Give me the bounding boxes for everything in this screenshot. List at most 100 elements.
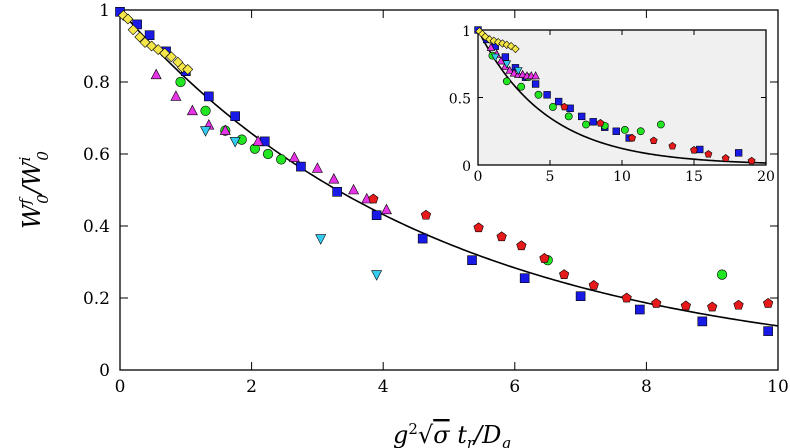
main-point-pentagon [733,299,744,310]
main-point-diamond [165,51,177,63]
main-x-axis-label: g2√σ tr/Dq [393,420,511,448]
inset-point-pentagon [668,141,677,150]
main-point-triangle-up [186,104,198,116]
inset-point-circle [517,82,526,91]
main-point-square [635,304,645,315]
main-point-square [519,273,530,284]
main-point-triangle-down [315,234,327,245]
inset-fit-curve [478,30,766,164]
inset-point-square [578,112,586,121]
inset-point-circle [620,125,629,134]
main-point-square [332,187,342,197]
inset-point-pentagon [747,156,756,165]
main-point-triangle-up [311,162,323,173]
main-y-tick-label: 0.8 [83,73,110,93]
inset-point-circle [502,77,511,86]
inset-series-pentagon [560,102,756,165]
inset-plot: 0 5 10 15 20 0 0.5 1 [449,24,775,185]
main-point-diamond [134,31,146,43]
main-series-triangle-down [200,126,383,281]
main-point-square [204,91,214,102]
main-point-pentagon [588,280,599,290]
inset-y-tick-label: 1 [462,24,471,40]
main-point-triangle-down [371,270,383,281]
inset-point-circle [564,112,573,121]
main-point-diamond [182,63,194,75]
main-point-triangle-up [380,203,392,215]
inset-point-triangle-up [505,65,514,74]
inset-point-pentagon [596,119,605,127]
inset-point-circle [636,127,645,136]
main-point-diamond [122,13,134,25]
main-series-diamond [117,9,194,75]
inset-point-circle [582,120,590,129]
inset-point-diamond [511,44,520,54]
main-y-tick-label: 0.6 [83,145,110,165]
main-point-circle [262,148,274,160]
inset-point-triangle-up [531,71,540,80]
main-point-square [371,210,382,220]
inset-point-pentagon [628,133,637,142]
main-point-square [697,316,708,327]
main-point-pentagon [763,298,774,308]
main-point-pentagon [473,222,484,233]
inset-point-square [501,53,510,61]
main-fit-curve [120,10,778,327]
main-point-square [467,255,477,265]
inset-point-square [554,97,563,106]
main-point-triangle-down [200,126,212,137]
main-x-tick-label: 2 [246,377,257,397]
inset-point-pentagon [690,146,698,154]
main-point-pentagon [496,231,507,242]
main-point-pentagon [621,292,632,303]
main-point-pentagon [707,301,718,312]
main-x-tick-label: 6 [509,377,520,397]
inset-point-pentagon [704,150,713,158]
main-point-triangle-up [328,173,340,184]
inset-y-tick-label: 0.5 [449,92,471,108]
inset-point-triangle-down [514,67,523,76]
inset-x-tick-label: 20 [757,169,775,185]
main-point-square [230,111,240,121]
main-y-axis-label: Wf0/Wi0 [16,151,52,229]
main-point-pentagon [420,209,432,220]
main-point-square [575,291,586,302]
inset-point-square [531,80,540,88]
inset-point-circle [656,120,665,129]
inset-point-square [543,91,551,99]
main-point-triangle-up [288,151,300,162]
main-point-circle [276,154,287,165]
inset-y-tick-label: 0 [462,159,471,175]
main-point-circle [175,76,186,88]
inset-point-circle [548,103,557,111]
main-x-tick-label: 8 [641,377,652,397]
main-point-pentagon [559,269,570,279]
main-point-pentagon [368,193,379,204]
main-series-pentagon [368,193,774,312]
main-x-tick-label: 10 [767,377,789,397]
inset-point-square [589,118,597,126]
main-point-diamond [127,24,139,36]
main-point-pentagon [651,298,662,308]
inset-point-triangle-down [502,60,512,69]
main-point-pentagon [680,300,691,311]
inset-x-tick-label: 10 [613,169,631,185]
main-point-triangle-up [150,68,162,80]
inset-point-pentagon [560,102,569,111]
main-point-triangle-up [348,183,360,195]
main-point-triangle-up [170,90,182,101]
inset-point-square [734,149,743,157]
main-y-tick-label: 0.2 [83,289,110,309]
main-point-circle [200,105,211,116]
inset-series-diamond [475,27,520,54]
main-series-triangle-up [150,68,392,215]
inset-point-circle [534,90,543,99]
inset-x-tick-label: 5 [546,169,555,185]
main-y-tick-label: 1 [99,1,110,21]
main-point-triangle-up [219,124,231,135]
inset-plot-frame [477,29,767,166]
main-point-square [763,326,773,336]
main-point-pentagon [516,240,527,251]
main-point-triangle-down [229,137,241,148]
